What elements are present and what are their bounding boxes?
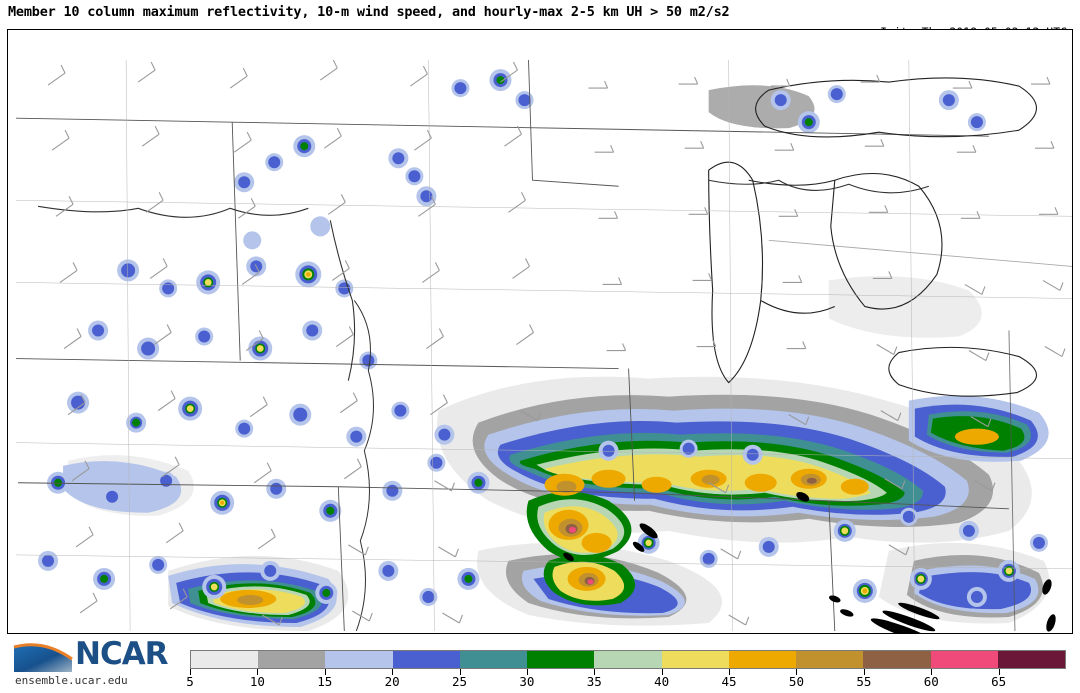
geography-outlines xyxy=(15,60,1072,632)
colorbar-segment-65 xyxy=(997,651,1066,668)
colorbar-tick xyxy=(931,669,933,675)
colorbar-tick xyxy=(594,669,596,675)
colorbar-segment-30 xyxy=(527,651,595,668)
colorbar-segment-25 xyxy=(459,651,528,668)
ncar-logo[interactable]: NCAR ensemble.ucar.edu xyxy=(12,636,172,691)
county-lines xyxy=(16,60,1072,631)
colorbar-segment-20 xyxy=(392,651,460,668)
map-canvas xyxy=(15,59,1072,633)
colorbar-tick-label: 25 xyxy=(452,674,468,689)
colorbar-tick-label: 35 xyxy=(586,674,602,689)
footer-bar: NCAR ensemble.ucar.edu 5 10 15 20 25 30 35 40 45… xyxy=(0,636,1080,693)
colorbar-tick xyxy=(257,669,259,675)
colorbar-tick-label: 30 xyxy=(519,674,535,689)
ncar-logo-text: NCAR xyxy=(75,636,169,672)
colorbar-tick-label: 5 xyxy=(186,674,194,689)
map-panel[interactable] xyxy=(7,29,1073,634)
colorbar-tick-label: 65 xyxy=(991,674,1007,689)
colorbar[interactable]: 5 10 15 20 25 30 35 40 45 50 55 60 65 xyxy=(186,650,1066,690)
colorbar-ticks xyxy=(190,669,1066,675)
colorbar-tick xyxy=(729,669,731,675)
colorbar-tick xyxy=(661,669,663,675)
colorbar-tick xyxy=(324,669,326,675)
page-title: Member 10 column maximum reflectivity, 1… xyxy=(8,4,730,20)
colorbar-tick-label: 45 xyxy=(721,674,737,689)
colorbar-tick-label: 15 xyxy=(317,674,333,689)
colorbar-tick xyxy=(796,669,798,675)
colorbar-tick xyxy=(998,669,1000,675)
colorbar-tick-label: 55 xyxy=(856,674,872,689)
colorbar-segment-50 xyxy=(796,651,864,668)
colorbar-segment-45 xyxy=(728,651,797,668)
uh-swaths xyxy=(563,491,1056,633)
colorbar-tick-labels: 5 10 15 20 25 30 35 40 45 50 55 60 65 xyxy=(186,674,1066,690)
colorbar-segment-5 xyxy=(191,651,259,668)
colorbar-tick xyxy=(526,669,528,675)
ncar-logo-mark xyxy=(13,643,73,672)
colorbar-tick xyxy=(190,669,191,675)
colorbar-tick-label: 40 xyxy=(654,674,670,689)
colorbar-tick-label: 50 xyxy=(788,674,804,689)
colorbar-segment-35 xyxy=(594,651,662,668)
colorbar-tick xyxy=(863,669,865,675)
refl-band-60 xyxy=(569,526,594,585)
ncar-logo-url: ensemble.ucar.edu xyxy=(15,674,128,687)
colorbar-tick xyxy=(459,669,461,675)
refl-band-50 xyxy=(237,473,821,605)
colorbar-segment-15 xyxy=(325,651,393,668)
colorbar-tick-label: 20 xyxy=(384,674,400,689)
colorbar-tick xyxy=(392,669,394,675)
colorbar-segment-10 xyxy=(258,651,326,668)
colorbar-tick-label: 10 xyxy=(249,674,265,689)
colorbar-swatches[interactable] xyxy=(190,650,1066,669)
colorbar-segment-60 xyxy=(930,651,998,668)
colorbar-segment-55 xyxy=(863,651,931,668)
reflectivity-field xyxy=(38,69,1050,631)
colorbar-tick-label: 60 xyxy=(923,674,939,689)
colorbar-segment-40 xyxy=(661,651,729,668)
